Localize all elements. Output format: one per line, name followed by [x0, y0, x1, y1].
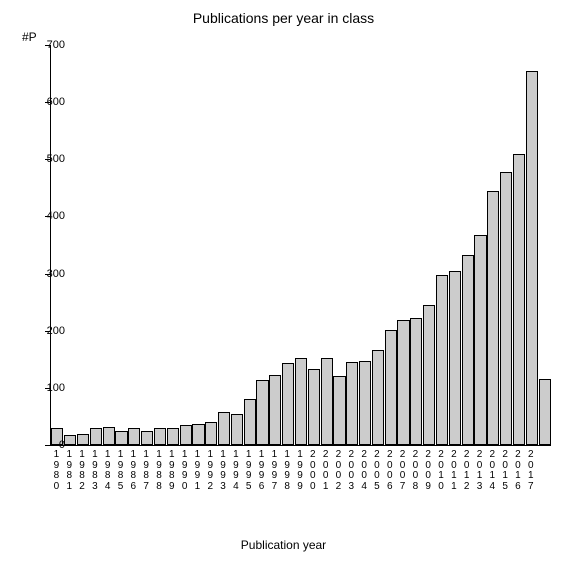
bar — [218, 412, 230, 445]
x-tick-label: 2 0 0 8 — [409, 450, 421, 492]
x-tick-label: 2 0 0 0 — [307, 450, 319, 492]
bar — [64, 435, 76, 445]
x-tick-label: 2 0 0 3 — [345, 450, 357, 492]
y-tick-mark — [45, 45, 50, 46]
x-tick-label: 1 9 9 7 — [268, 450, 280, 492]
bar — [308, 369, 320, 445]
y-tick-mark — [45, 388, 50, 389]
publications-bar-chart: Publications per year in class #P Public… — [0, 0, 567, 567]
bar — [346, 362, 358, 445]
x-tick-label: 1 9 9 9 — [294, 450, 306, 492]
x-tick-label: 1 9 8 9 — [166, 450, 178, 492]
y-tick-mark — [45, 274, 50, 275]
bar — [397, 320, 409, 445]
bar — [526, 71, 538, 445]
bar — [90, 428, 102, 445]
x-tick-label: 2 0 1 1 — [448, 450, 460, 492]
y-tick-mark — [45, 331, 50, 332]
x-tick-label: 2 0 0 2 — [332, 450, 344, 492]
x-tick-label: 1 9 8 7 — [140, 450, 152, 492]
bar — [295, 358, 307, 445]
x-tick-label: 1 9 8 4 — [102, 450, 114, 492]
x-tick-label: 2 0 0 4 — [358, 450, 370, 492]
x-tick-label: 1 9 8 6 — [127, 450, 139, 492]
bar — [180, 425, 192, 445]
y-tick-mark — [45, 445, 50, 446]
bar — [423, 305, 435, 445]
x-tick-label: 1 9 9 4 — [230, 450, 242, 492]
x-tick-label: 1 9 8 0 — [50, 450, 62, 492]
x-tick-label: 2 0 0 1 — [320, 450, 332, 492]
bar — [154, 428, 166, 445]
bar — [77, 434, 89, 445]
x-tick-label: 2 0 0 7 — [397, 450, 409, 492]
x-tick-label: 1 9 8 2 — [76, 450, 88, 492]
x-axis-label: Publication year — [0, 538, 567, 552]
bar — [231, 414, 243, 445]
x-tick-label: 1 9 8 5 — [115, 450, 127, 492]
x-tick-label: 2 0 0 6 — [384, 450, 396, 492]
bar — [500, 172, 512, 445]
x-tick-label: 1 9 9 0 — [179, 450, 191, 492]
x-tick-label: 2 0 0 5 — [371, 450, 383, 492]
bar — [449, 271, 461, 445]
x-tick-label: 2 0 1 0 — [435, 450, 447, 492]
bar — [321, 358, 333, 445]
chart-title: Publications per year in class — [0, 10, 567, 26]
x-tick-label: 1 9 9 1 — [191, 450, 203, 492]
bar — [359, 361, 371, 445]
x-tick-label: 1 9 8 8 — [153, 450, 165, 492]
plot-area — [50, 45, 551, 446]
x-tick-label: 2 0 1 6 — [512, 450, 524, 492]
bar — [487, 191, 499, 445]
bar — [244, 399, 256, 445]
x-tick-label: 2 0 1 5 — [499, 450, 511, 492]
bar — [115, 431, 127, 445]
bar — [128, 428, 140, 445]
x-tick-label: 2 0 0 9 — [422, 450, 434, 492]
x-tick-label: 1 9 8 1 — [63, 450, 75, 492]
x-tick-label: 1 9 9 8 — [281, 450, 293, 492]
x-tick-label: 1 9 9 5 — [243, 450, 255, 492]
x-tick-label: 1 9 8 3 — [89, 450, 101, 492]
bar — [256, 380, 268, 445]
bar — [462, 255, 474, 445]
bar — [333, 376, 345, 445]
bar — [205, 422, 217, 445]
bar — [474, 235, 486, 445]
bar — [385, 330, 397, 445]
y-tick-mark — [45, 102, 50, 103]
bar — [372, 350, 384, 445]
x-tick-label: 2 0 1 7 — [525, 450, 537, 492]
bar — [192, 424, 204, 445]
y-tick-mark — [45, 216, 50, 217]
bar — [141, 431, 153, 445]
x-tick-label: 2 0 1 4 — [486, 450, 498, 492]
bar — [269, 375, 281, 445]
x-tick-label: 2 0 1 2 — [461, 450, 473, 492]
bar — [103, 427, 115, 445]
bar — [282, 363, 294, 445]
y-tick-mark — [45, 159, 50, 160]
x-tick-label: 1 9 9 6 — [256, 450, 268, 492]
bar — [539, 379, 551, 445]
bar — [410, 318, 422, 445]
x-tick-label: 2 0 1 3 — [473, 450, 485, 492]
bar — [513, 154, 525, 445]
bar — [167, 428, 179, 445]
x-tick-label: 1 9 9 2 — [204, 450, 216, 492]
x-tick-label: 1 9 9 3 — [217, 450, 229, 492]
bar — [436, 275, 448, 445]
